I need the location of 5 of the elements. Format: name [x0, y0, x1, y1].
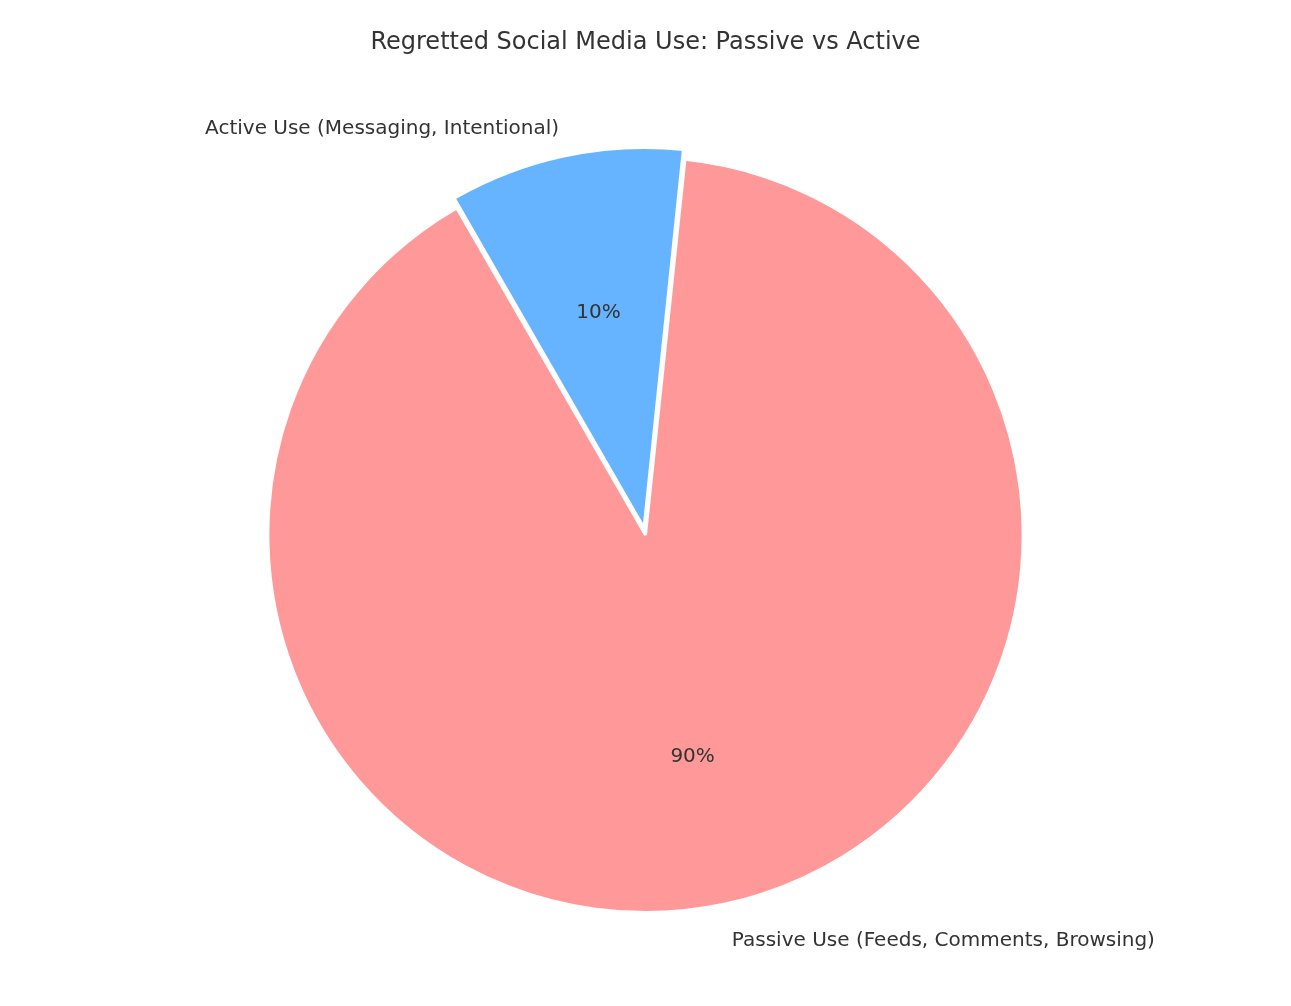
data-label: 90%	[670, 742, 715, 767]
slice-label: Active Use (Messaging, Intentional)	[205, 114, 560, 139]
data-label: 10%	[576, 299, 621, 324]
slice-label: Passive Use (Feeds, Comments, Browsing)	[731, 927, 1155, 952]
chart-title: Regretted Social Media Use: Passive vs Active	[370, 26, 921, 55]
